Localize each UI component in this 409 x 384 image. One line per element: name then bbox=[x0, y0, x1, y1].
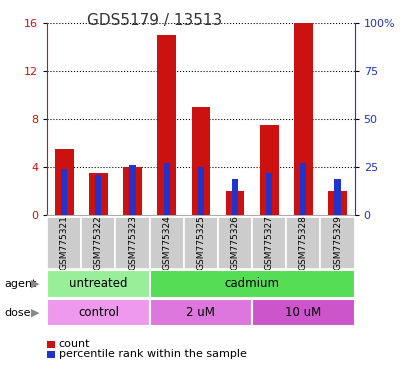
Bar bbox=[231, 179, 238, 215]
Bar bbox=[191, 107, 210, 215]
Text: GSM775322: GSM775322 bbox=[94, 215, 103, 270]
Bar bbox=[252, 217, 285, 269]
Bar bbox=[334, 179, 340, 215]
Text: cadmium: cadmium bbox=[224, 277, 279, 290]
Bar bbox=[115, 217, 149, 269]
Text: untreated: untreated bbox=[69, 277, 127, 290]
Text: percentile rank within the sample: percentile rank within the sample bbox=[58, 349, 246, 359]
Text: GSM775323: GSM775323 bbox=[128, 215, 137, 270]
Text: GSM775328: GSM775328 bbox=[298, 215, 307, 270]
Bar bbox=[157, 35, 176, 215]
Text: 10 uM: 10 uM bbox=[285, 306, 321, 319]
Bar bbox=[89, 173, 108, 215]
Bar bbox=[225, 191, 244, 215]
Bar bbox=[47, 270, 149, 298]
Bar bbox=[55, 149, 74, 215]
Text: dose: dose bbox=[4, 308, 31, 318]
Bar bbox=[123, 167, 142, 215]
Bar bbox=[320, 217, 354, 269]
Bar bbox=[327, 191, 346, 215]
Text: GSM775321: GSM775321 bbox=[60, 215, 69, 270]
Text: GSM775327: GSM775327 bbox=[264, 215, 273, 270]
Bar bbox=[149, 217, 183, 269]
Bar bbox=[259, 125, 278, 215]
Bar bbox=[149, 299, 252, 326]
Bar bbox=[293, 23, 312, 215]
Bar bbox=[299, 163, 306, 215]
Bar bbox=[218, 217, 252, 269]
Text: GDS5179 / 13513: GDS5179 / 13513 bbox=[87, 13, 222, 28]
Text: control: control bbox=[78, 306, 119, 319]
Text: GSM775329: GSM775329 bbox=[332, 215, 341, 270]
Text: ▶: ▶ bbox=[31, 308, 39, 318]
Bar bbox=[129, 165, 135, 215]
Bar bbox=[61, 169, 67, 215]
Text: GSM775325: GSM775325 bbox=[196, 215, 205, 270]
Text: 2 uM: 2 uM bbox=[186, 306, 215, 319]
Text: ▶: ▶ bbox=[31, 279, 39, 289]
Bar bbox=[163, 163, 169, 215]
Bar bbox=[95, 175, 101, 215]
Text: GSM775324: GSM775324 bbox=[162, 215, 171, 270]
Bar bbox=[197, 167, 203, 215]
Text: GSM775326: GSM775326 bbox=[230, 215, 239, 270]
Bar bbox=[47, 299, 149, 326]
Text: count: count bbox=[58, 339, 90, 349]
Bar bbox=[81, 217, 115, 269]
Bar bbox=[183, 217, 218, 269]
Bar bbox=[252, 299, 354, 326]
Bar bbox=[47, 217, 81, 269]
Text: agent: agent bbox=[4, 279, 36, 289]
Bar bbox=[265, 173, 272, 215]
Bar bbox=[149, 270, 354, 298]
Bar bbox=[285, 217, 320, 269]
